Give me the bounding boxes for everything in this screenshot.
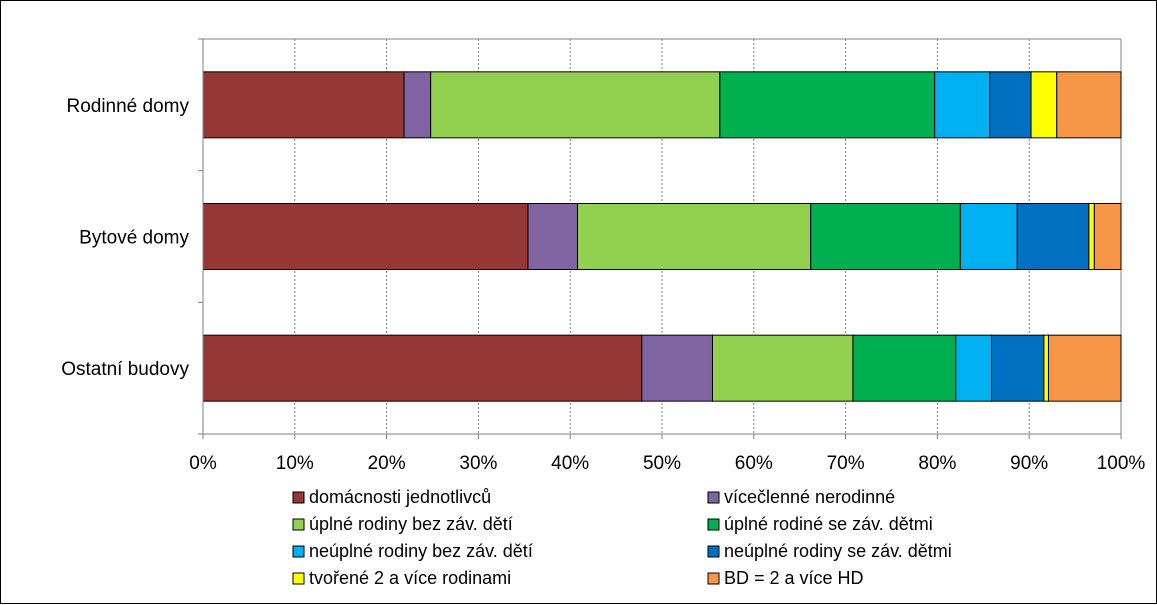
- legend-label: neúplné rodiny se záv. dětmi: [724, 541, 952, 561]
- bar-segment: [989, 71, 1032, 139]
- bar-segment: [527, 203, 579, 270]
- legend-swatch: [292, 572, 305, 585]
- x-tick-label: 80%: [918, 453, 956, 474]
- category-label: Bytové domy: [79, 228, 189, 249]
- x-tick-label: 100%: [1097, 453, 1146, 474]
- x-tick-label: 20%: [368, 453, 406, 474]
- bar-segment: [403, 71, 432, 139]
- x-tick-label: 0%: [189, 453, 217, 474]
- bar-segment: [1043, 334, 1049, 402]
- bar-segment: [1016, 203, 1090, 270]
- x-tick-label: 60%: [735, 453, 773, 474]
- bar-segment: [641, 334, 713, 402]
- legend-label: úplné rodiny bez záv. dětí: [309, 514, 513, 534]
- legend-swatch: [292, 518, 305, 531]
- category-label: Rodinné domy: [66, 96, 189, 117]
- legend-swatch: [707, 572, 720, 585]
- x-tick-label: 50%: [643, 453, 681, 474]
- bar-segment: [955, 334, 993, 402]
- bar-segment: [1088, 203, 1095, 270]
- legend-swatch: [707, 491, 720, 504]
- legend-label: úplné rodiné se záv. dětmi: [724, 514, 933, 534]
- bar-segment: [991, 334, 1045, 402]
- bar-segment: [430, 71, 721, 139]
- bar-segment: [959, 203, 1018, 270]
- bar-segment: [202, 203, 529, 270]
- bar-segment: [810, 203, 961, 270]
- bar-segment: [934, 71, 991, 139]
- bar-segment: [202, 71, 405, 139]
- bar-segment: [202, 334, 643, 402]
- legend-label: domácnosti jednotlivců: [309, 487, 491, 507]
- bar-segment: [577, 203, 812, 270]
- legend-label: neúplné rodiny bez záv. dětí: [309, 541, 533, 561]
- bar-segment: [1093, 203, 1122, 270]
- legend-swatch: [707, 518, 720, 531]
- category-label: Ostatní budovy: [61, 359, 189, 380]
- x-tick-label: 70%: [827, 453, 865, 474]
- bar-segment: [852, 334, 957, 402]
- x-tick-label: 90%: [1010, 453, 1048, 474]
- legend-label: vícečlenné nerodinné: [724, 487, 895, 507]
- legend-label: BD = 2 a více HD: [724, 568, 864, 588]
- bar-segment: [1030, 71, 1058, 139]
- bar-segment: [1047, 334, 1122, 402]
- legend-swatch: [292, 545, 305, 558]
- bar-segment: [719, 71, 936, 139]
- x-tick-label: 10%: [276, 453, 314, 474]
- legend-label: tvořené 2 a více rodinami: [309, 568, 511, 588]
- x-tick-label: 30%: [459, 453, 497, 474]
- legend-swatch: [707, 545, 720, 558]
- legend-swatch: [292, 491, 305, 504]
- x-tick-label: 40%: [551, 453, 589, 474]
- bar-segment: [1056, 71, 1122, 139]
- bar-segment: [711, 334, 854, 402]
